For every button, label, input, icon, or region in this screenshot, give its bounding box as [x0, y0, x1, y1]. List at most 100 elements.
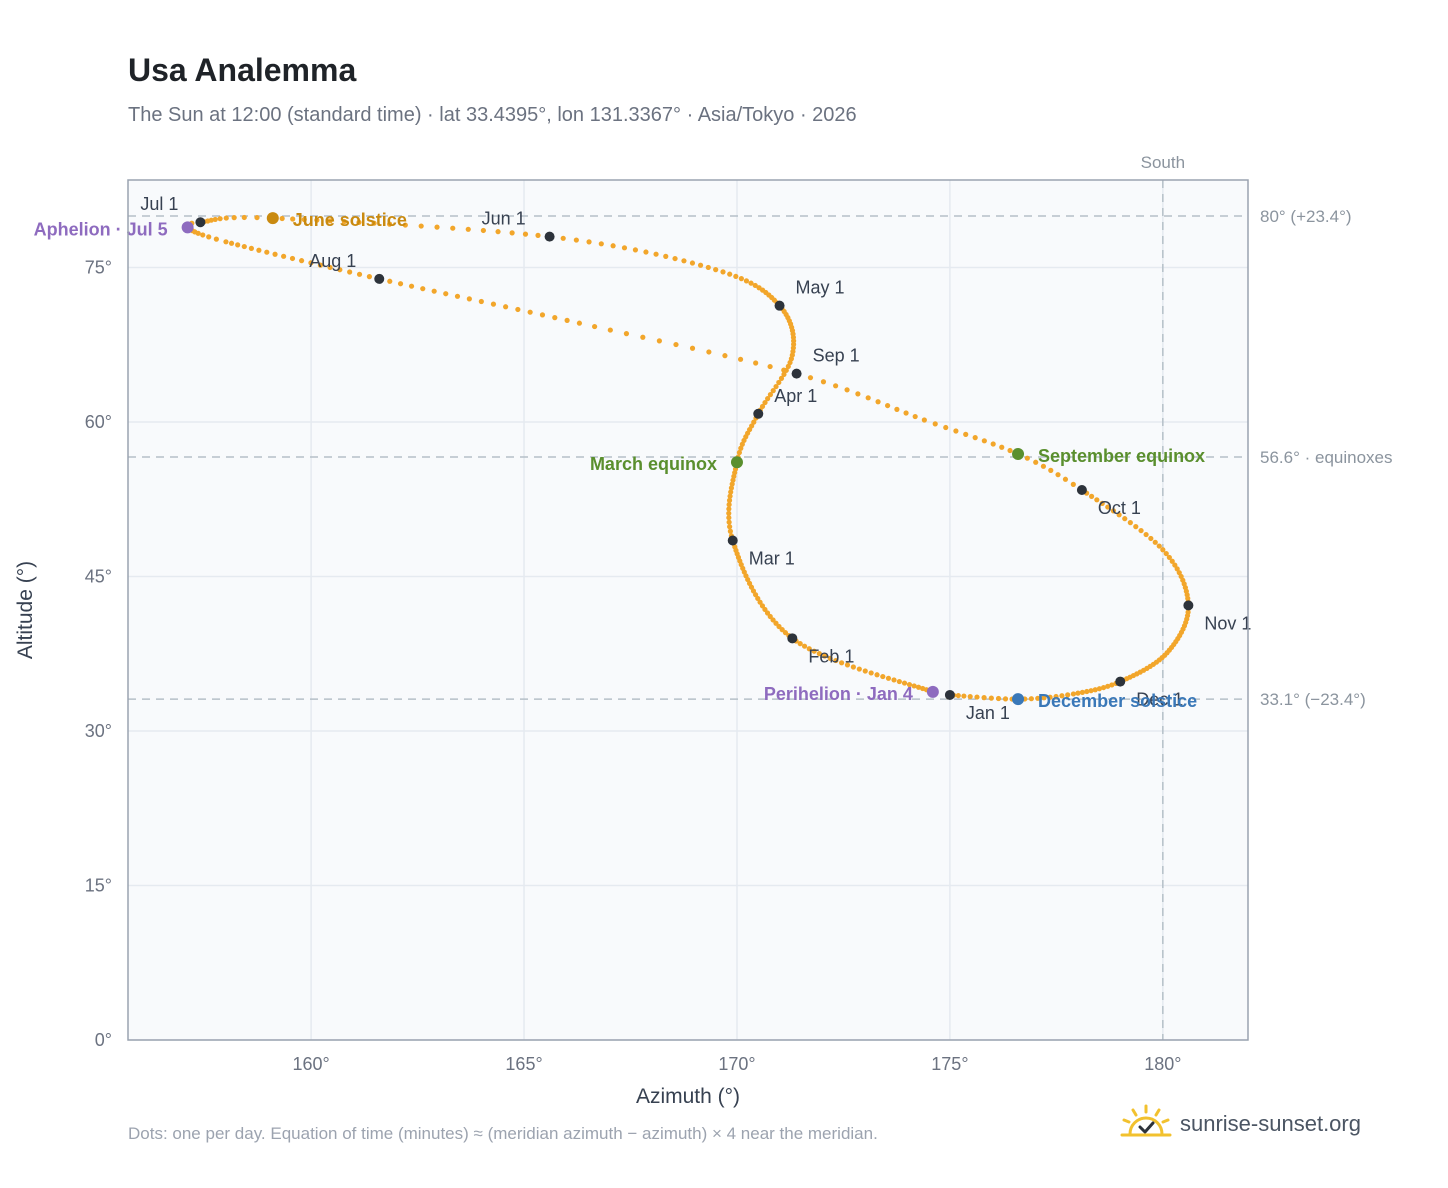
- daily-dot: [713, 267, 719, 273]
- daily-dot: [478, 298, 484, 305]
- daily-dot: [943, 424, 949, 431]
- x-tick-label: 170°: [718, 1054, 755, 1074]
- daily-dot: [1070, 481, 1076, 487]
- daily-dot: [782, 630, 789, 636]
- daily-dot: [564, 317, 570, 323]
- daily-dot: [653, 251, 659, 257]
- daily-dot: [314, 217, 320, 223]
- daily-dot: [765, 396, 771, 402]
- month-marker: [374, 273, 385, 284]
- daily-dot: [981, 695, 987, 701]
- daily-dot: [807, 375, 814, 381]
- daily-dot: [217, 216, 223, 222]
- daily-dot: [1152, 539, 1158, 545]
- daily-dot: [915, 684, 922, 690]
- daily-dot: [762, 606, 768, 613]
- daily-dot: [912, 413, 918, 420]
- daily-dot: [281, 253, 287, 259]
- daily-dot: [720, 269, 726, 275]
- y-tick-label: 75°: [85, 258, 112, 278]
- daily-dot: [1105, 504, 1111, 510]
- month-label: Jan 1: [966, 703, 1010, 723]
- daily-dot: [672, 255, 678, 262]
- daily-dot: [1047, 694, 1053, 700]
- daily-dot: [195, 230, 201, 236]
- daily-dot: [490, 301, 497, 307]
- daily-dot: [337, 267, 343, 273]
- daily-dot: [387, 221, 393, 227]
- daily-dot: [371, 220, 377, 226]
- daily-dot: [327, 264, 333, 271]
- daily-dot: [1084, 688, 1090, 695]
- daily-dot: [1055, 472, 1061, 478]
- daily-dot: [855, 391, 861, 397]
- daily-dot: [737, 356, 744, 362]
- daily-dot: [1075, 690, 1081, 696]
- daily-dot: [748, 280, 754, 286]
- daily-dot: [953, 428, 959, 434]
- event-label: Perihelion · Jan 4: [764, 684, 913, 704]
- daily-dot: [272, 251, 278, 257]
- daily-dot: [495, 229, 501, 235]
- month-marker: [195, 217, 206, 228]
- y-axis-title: Altitude (°): [14, 561, 37, 659]
- daily-dot: [781, 371, 787, 377]
- x-tick-label: 165°: [505, 1054, 542, 1074]
- daily-dot: [963, 431, 969, 437]
- daily-dot: [576, 320, 583, 326]
- daily-dot: [402, 222, 408, 228]
- daily-dot: [955, 692, 961, 699]
- plot-frame: [127, 179, 1249, 1041]
- daily-dot: [256, 247, 262, 253]
- daily-dot: [1065, 692, 1071, 698]
- daily-dot: [901, 680, 908, 686]
- daily-dot: [1059, 693, 1065, 699]
- daily-dot: [254, 214, 260, 221]
- daily-dot: [729, 481, 735, 487]
- daily-dot: [697, 262, 704, 268]
- month-label: Aug 1: [309, 251, 356, 271]
- daily-dot: [387, 278, 393, 284]
- x-tick-label: 160°: [293, 1054, 330, 1074]
- daily-dot: [231, 215, 237, 221]
- daily-dot: [223, 239, 229, 245]
- brand[interactable]: sunrise-sunset.org: [1120, 1102, 1361, 1146]
- daily-dot: [1138, 527, 1144, 534]
- daily-dot: [289, 255, 296, 262]
- daily-dot: [727, 493, 733, 499]
- daily-dot: [356, 219, 362, 225]
- meridian-label: South: [1141, 153, 1185, 172]
- daily-dot: [1070, 691, 1076, 697]
- month-label: Jul 1: [140, 194, 178, 214]
- daily-dot: [450, 225, 456, 231]
- daily-dot: [1109, 682, 1115, 688]
- daily-dot: [301, 216, 307, 223]
- daily-dot: [894, 406, 900, 412]
- daily-dot: [515, 306, 521, 313]
- daily-dot: [906, 681, 913, 688]
- month-markers: Jan 1 Feb 1 Mar 1 Apr 1 May 1 Jun 1 Jul 1 Aug 1…: [140, 194, 1251, 723]
- daily-dot: [738, 276, 744, 282]
- daily-dot: [972, 435, 978, 441]
- daily-dot: [1088, 688, 1094, 694]
- month-marker: [1183, 600, 1194, 611]
- daily-dot: [757, 599, 763, 605]
- daily-dot: [770, 388, 776, 394]
- daily-dot: [1028, 696, 1034, 702]
- daily-dot: [454, 293, 461, 299]
- daily-dot: [727, 271, 733, 277]
- daily-dot: [356, 271, 363, 277]
- daily-dot: [1092, 687, 1098, 693]
- daily-dot: [1143, 531, 1149, 538]
- daily-dot: [1105, 683, 1111, 689]
- daily-dot: [722, 353, 728, 359]
- daily-dot: [728, 485, 735, 491]
- daily-dot: [779, 627, 785, 633]
- daily-dot: [862, 668, 868, 674]
- daily-dot: [756, 285, 762, 291]
- daily-dot: [1035, 695, 1041, 701]
- daily-dot: [865, 395, 871, 401]
- daily-dot: [1166, 554, 1172, 561]
- event-marker: [181, 221, 194, 234]
- month-marker: [544, 231, 555, 242]
